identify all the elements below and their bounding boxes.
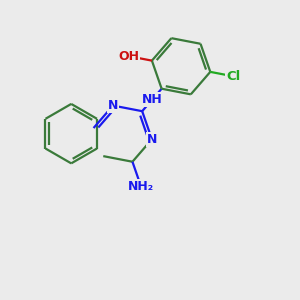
Text: NH₂: NH₂ [128,180,154,193]
Text: OH: OH [118,50,139,63]
Text: N: N [147,133,157,146]
Text: N: N [108,99,118,112]
Text: Cl: Cl [226,70,241,83]
Text: NH: NH [142,94,162,106]
